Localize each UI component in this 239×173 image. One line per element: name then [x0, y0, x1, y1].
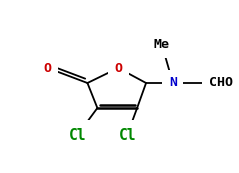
- Text: CHO: CHO: [209, 76, 233, 89]
- Text: Cl: Cl: [119, 128, 136, 143]
- Text: O: O: [114, 61, 122, 75]
- Text: Me: Me: [154, 39, 170, 52]
- Text: Cl: Cl: [69, 128, 86, 143]
- Text: O: O: [44, 61, 52, 75]
- Text: N: N: [169, 76, 177, 89]
